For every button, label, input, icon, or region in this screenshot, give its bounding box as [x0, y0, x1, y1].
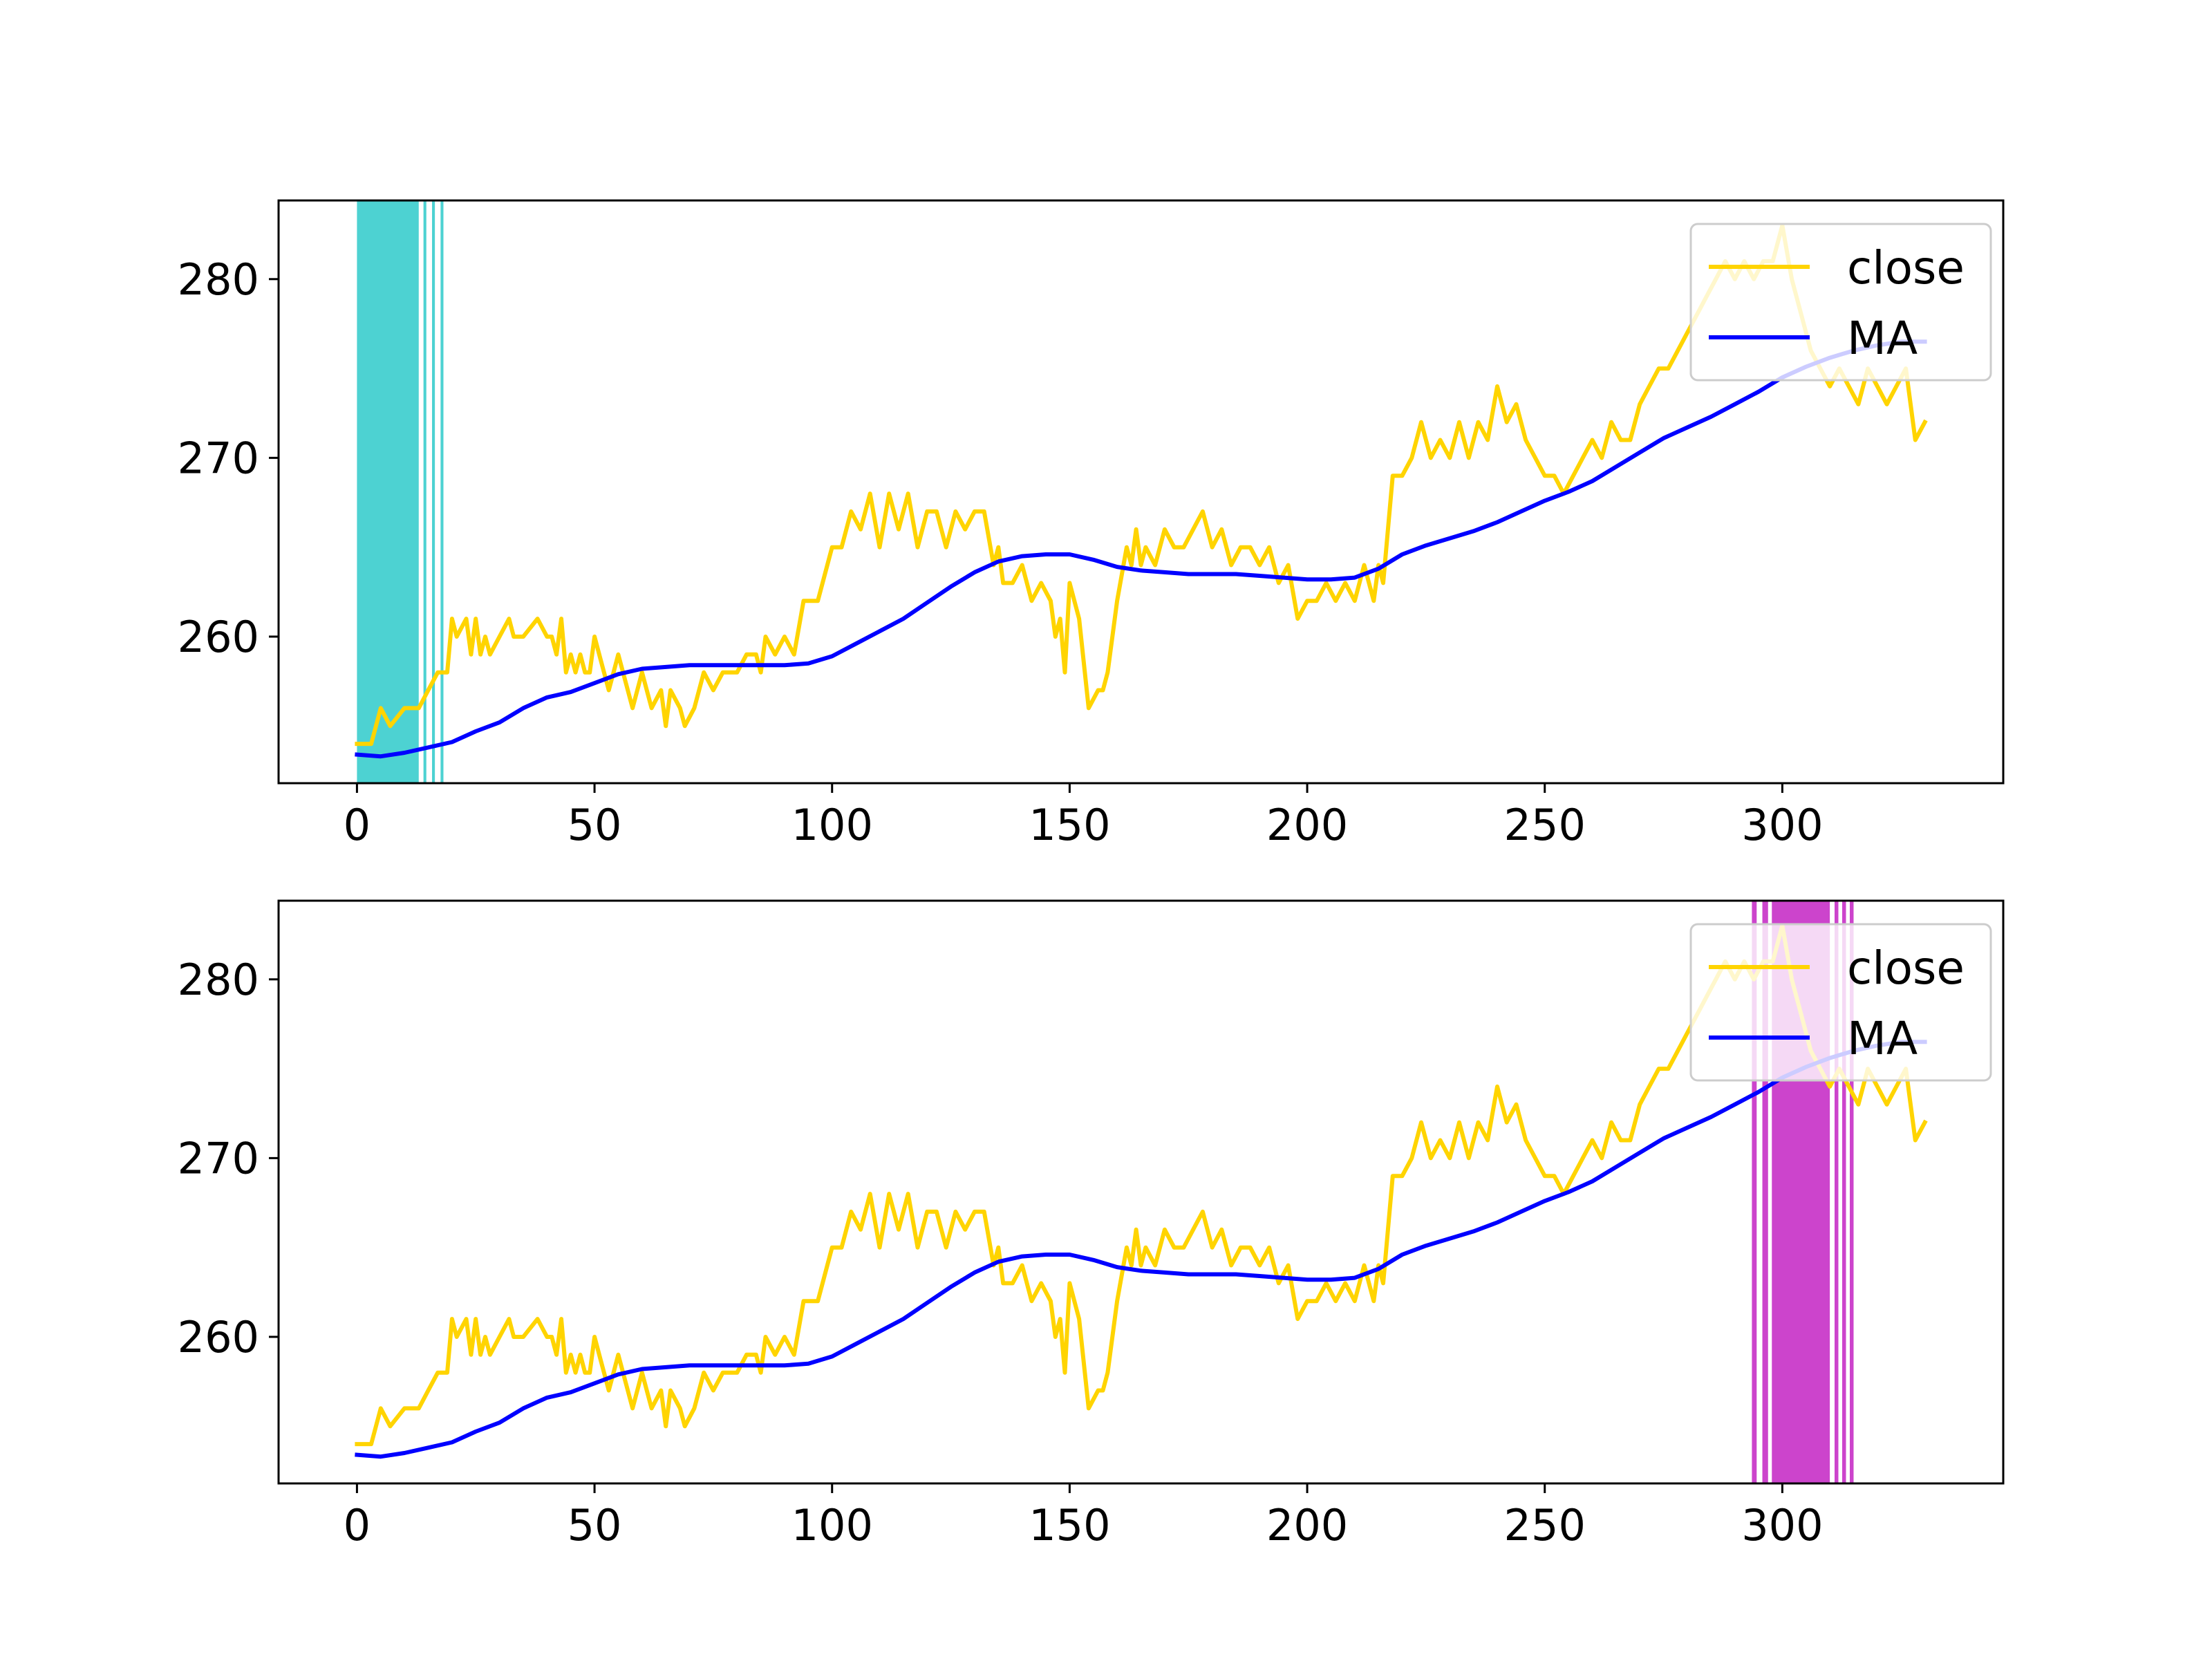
- legend: close MA: [1689, 223, 1992, 382]
- x-tick-label: 250: [1504, 800, 1586, 850]
- x-tick-label: 0: [344, 1500, 371, 1550]
- x-tick-label: 250: [1504, 1500, 1586, 1550]
- series-line-close: [355, 223, 1928, 747]
- x-tick-label: 50: [568, 800, 622, 850]
- highlight-band-1: [1762, 901, 1768, 1483]
- x-tick-label: 150: [1029, 800, 1110, 850]
- highlight-band-2: [432, 200, 435, 783]
- series-line-ma: [355, 339, 1927, 759]
- y-tick-label: 280: [178, 955, 259, 1005]
- highlight-band-0: [1752, 901, 1757, 1483]
- y-tick-label: 280: [178, 254, 259, 305]
- legend-box: [1689, 223, 1992, 382]
- x-tick-label: 0: [344, 800, 371, 850]
- legend-label-close: close: [1847, 241, 1965, 294]
- legend-label-ma: MA: [1847, 1012, 1918, 1065]
- x-tick-label: 200: [1266, 800, 1348, 850]
- x-tick-label: 200: [1266, 1500, 1348, 1550]
- top-subplot: 0 50 100 150 200 250 300 260 270 280 close MA: [178, 199, 2005, 850]
- axes-frame: [277, 899, 2005, 1485]
- legend-box: [1689, 923, 1992, 1082]
- y-tick-label: 260: [178, 1312, 259, 1362]
- highlight-band-5: [1849, 901, 1854, 1483]
- highlight-band-1: [423, 200, 427, 783]
- plot-area: [355, 200, 1928, 783]
- legend: close MA: [1689, 923, 1992, 1082]
- x-tick-label: 50: [568, 1500, 622, 1550]
- x-tick-label: 300: [1741, 1500, 1823, 1550]
- y-tick-label: 270: [178, 433, 259, 483]
- series-line-ma: [355, 1040, 1927, 1459]
- y-tick-label: 270: [178, 1133, 259, 1183]
- highlight-band-4: [1841, 901, 1846, 1483]
- series-line-close: [355, 924, 1928, 1447]
- highlight-band-3: [1834, 901, 1839, 1483]
- x-tick-label: 150: [1029, 1500, 1110, 1550]
- highlight-band-3: [440, 200, 444, 783]
- x-tick-label: 300: [1741, 800, 1823, 850]
- y-tick-label: 260: [178, 612, 259, 662]
- x-tick-label: 100: [791, 1500, 873, 1550]
- axes-frame: [277, 199, 2005, 785]
- legend-label-close: close: [1847, 941, 1965, 995]
- bottom-subplot: 0 50 100 150 200 250 300 260 270 280 close MA: [178, 899, 2005, 1550]
- highlight-band-0: [357, 200, 419, 783]
- x-tick-label: 100: [791, 800, 873, 850]
- legend-label-ma: MA: [1847, 312, 1918, 365]
